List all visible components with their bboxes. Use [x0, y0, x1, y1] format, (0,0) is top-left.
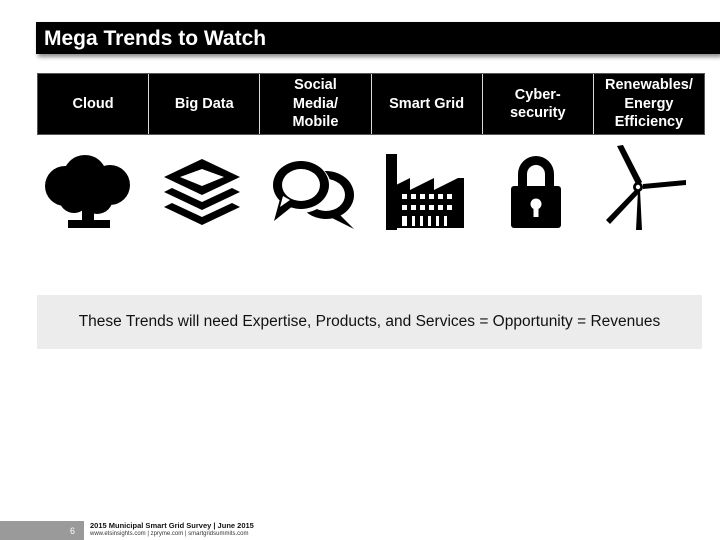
tree-cloud-icon	[45, 155, 130, 228]
footer-survey-title: 2015 Municipal Smart Grid Survey | June …	[90, 521, 254, 530]
trend-cell-cloud: Cloud	[38, 74, 150, 134]
trend-cell-renewables: Renewables/ Energy Efficiency	[605, 77, 693, 131]
layers-stack-icon	[164, 159, 240, 225]
speech-bubbles-icon	[271, 161, 354, 229]
trend-cell-smart-grid: Smart Grid	[372, 74, 483, 134]
trend-header-row: Cloud Big Data Social Media/ Mobile Smar…	[37, 73, 705, 135]
banner-text: These Trends will need Expertise, Produc…	[78, 313, 661, 330]
trend-cell-big-data: Big Data	[149, 74, 261, 134]
page-number: 6	[70, 526, 76, 536]
opportunity-banner: These Trends will need Expertise, Produc…	[37, 295, 702, 349]
footer-page-block	[0, 521, 84, 540]
wind-turbine-icon	[606, 145, 686, 230]
factory-icon	[386, 154, 464, 230]
title-bar: Mega Trends to Watch	[36, 22, 720, 54]
slide-title: Mega Trends to Watch	[44, 27, 267, 50]
trend-cell-cybersecurity: Cyber- security	[483, 74, 594, 134]
trend-cell-social-media-mobile: Social Media/ Mobile	[260, 74, 372, 134]
padlock-icon	[511, 156, 561, 228]
footer-links: www.etsinsights.com | zpryme.com | smart…	[90, 531, 249, 537]
